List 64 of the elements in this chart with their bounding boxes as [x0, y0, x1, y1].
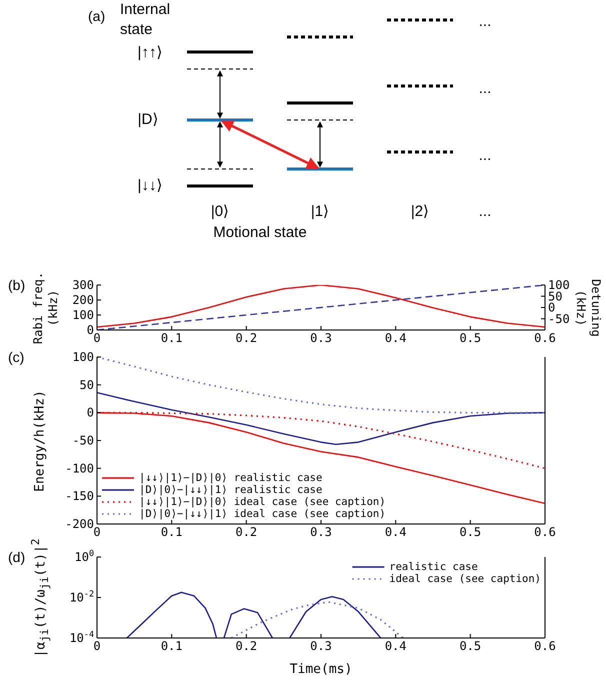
- y-tick-label: 0: [86, 406, 94, 420]
- text: ...: [478, 12, 492, 32]
- y2-tick-label: 0: [548, 300, 556, 314]
- chart-title: (d): [8, 549, 26, 565]
- x-tick-label: 0.3: [310, 639, 332, 653]
- text: Motional state: [213, 223, 307, 243]
- x-tick-label: 0.6: [534, 331, 556, 345]
- text: |↑↑⟩: [138, 43, 162, 63]
- y-tick-label: -150: [65, 489, 94, 504]
- text: |2⟩: [410, 202, 430, 222]
- legend-label: |↓↓⟩|1⟩−|D⟩|0⟩ realistic case: [139, 472, 322, 484]
- legend-label: ideal case (see caption): [389, 573, 541, 585]
- y2-tick-label: 100: [548, 278, 570, 292]
- x-tick-label: 0.4: [384, 639, 407, 653]
- x-tick-label: 0.6: [534, 639, 556, 653]
- x-tick-label: 0.3: [310, 331, 332, 345]
- x-tick-label: 0.1: [160, 525, 183, 539]
- line-series: [97, 392, 545, 446]
- x-tick-label: 0.2: [235, 639, 258, 653]
- text: |0⟩: [210, 202, 230, 222]
- x-tick-label: 0.3: [310, 525, 332, 539]
- y-tick-label: -50: [72, 434, 94, 448]
- text: |↓↓⟩: [138, 176, 162, 196]
- y2-tick-label: 50: [548, 289, 562, 304]
- y-tick-label: -200: [65, 517, 94, 531]
- legend-label: realistic case: [389, 561, 478, 573]
- y-tick-label: 10$^{-4}$: [69, 629, 94, 645]
- text: ...: [478, 79, 492, 99]
- line-series: [230, 601, 404, 638]
- legend-label: |D⟩|0⟩−|↓↓⟩|1⟩ realistic case: [139, 484, 322, 496]
- y-tick-label: 300: [72, 278, 94, 292]
- x-tick-label: 0.4: [384, 525, 407, 539]
- text: Internal state: [120, 0, 172, 40]
- x-tick-label: 0.6: [534, 525, 556, 539]
- x-tick-label: 0.5: [459, 639, 482, 653]
- y-axis-title: Energy/h(kHz): [32, 390, 48, 492]
- x-tick-label: 0.5: [459, 331, 482, 345]
- y2-tick-label: -50: [548, 312, 570, 326]
- x-tick-label: 0.1: [160, 331, 183, 345]
- text: ...: [478, 146, 492, 166]
- chart-title: (c): [8, 349, 24, 365]
- text: |1⟩: [310, 202, 330, 222]
- y-tick-label: 10$^{0}$: [74, 548, 94, 564]
- x-tick-label: 0.1: [160, 639, 183, 653]
- text: (a): [88, 8, 106, 24]
- x-axis-title: Time(ms): [290, 662, 352, 677]
- text: |D⟩: [138, 110, 158, 130]
- y-tick-label: -100: [65, 461, 94, 476]
- legend-label: |D⟩|0⟩−|↓↓⟩|1⟩ ideal case (see caption): [139, 508, 386, 520]
- y-tick-label: 50: [80, 378, 94, 392]
- x-tick-label: 0.4: [384, 331, 407, 345]
- line-series: [97, 357, 545, 414]
- x-tick-label: 0.2: [235, 331, 258, 345]
- x-tick-label: 0.5: [459, 525, 482, 539]
- y-tick-label: 200: [72, 293, 94, 307]
- chart-title: (b): [8, 277, 26, 293]
- legend-label: |↓↓⟩|1⟩−|D⟩|0⟩ ideal case (see caption): [139, 496, 386, 508]
- y-tick-label: 10$^{-2}$: [69, 588, 94, 604]
- y-tick-label: 100: [72, 350, 94, 364]
- x-tick-label: 0.2: [235, 525, 258, 539]
- y-axis-title: Rabi freq. (kHz): [31, 271, 61, 344]
- y2-axis-title: Detuning (kHz): [573, 278, 603, 336]
- y-tick-label: 100: [72, 308, 94, 322]
- text: ...: [478, 202, 492, 222]
